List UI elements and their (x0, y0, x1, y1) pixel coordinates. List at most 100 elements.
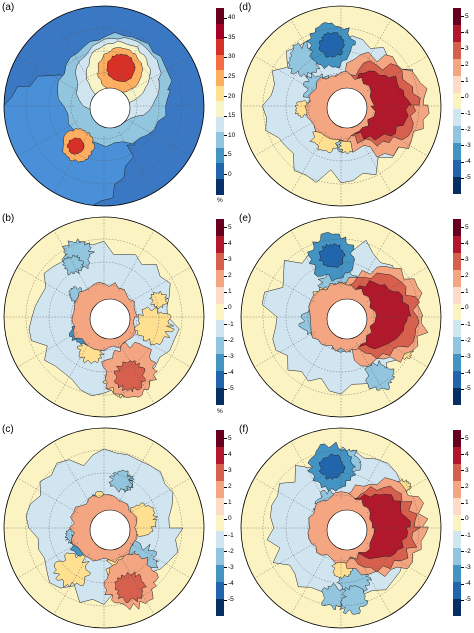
colorbar-segment (216, 252, 224, 271)
meridian-line (118, 441, 155, 503)
colorbar-tickmark (224, 438, 227, 440)
meridian-line (355, 19, 392, 81)
colorbar-tick-label: -4 (228, 580, 234, 588)
colorbar-tick-label: 5 (465, 12, 469, 20)
colorbar-tickmark (461, 48, 464, 50)
colorbar-segment (453, 337, 461, 355)
contour-region (52, 552, 92, 588)
colorbar-segment (453, 463, 461, 482)
colorbar-tick-label: -2 (465, 125, 471, 133)
colorbar-segment (453, 24, 461, 43)
colorbar-tick-label: 4 (465, 450, 469, 458)
colorbar (453, 430, 461, 617)
meridian-line (53, 342, 90, 404)
colorbar-segment (453, 430, 461, 448)
colorbar-segment (453, 41, 461, 60)
colorbar-segment (453, 303, 461, 321)
panel-label: (e) (239, 213, 252, 224)
meridian-line (290, 131, 327, 193)
contour-region (364, 359, 395, 391)
colorbar-tick-label: 0 (228, 170, 232, 178)
colorbar-tick-label: -1 (465, 109, 471, 117)
colorbar-segment (216, 599, 224, 617)
polar-map (240, 216, 442, 418)
colorbar-segment (216, 320, 224, 338)
meridian-line (290, 441, 327, 503)
contour-region (61, 254, 84, 275)
polar-map (3, 427, 205, 629)
colorbar-tick-label: 25 (228, 73, 236, 81)
colorbar (453, 8, 461, 195)
colorbar-tick-label: 0 (228, 515, 232, 523)
colorbar-segment (216, 101, 224, 117)
meridian-line (355, 131, 392, 193)
colorbar-tickmark (224, 275, 227, 277)
colorbar-segment (216, 582, 224, 600)
colorbar-segment (216, 565, 224, 583)
meridian-line (17, 477, 79, 514)
colorbar-tick-label: -4 (228, 369, 234, 377)
colorbar-segment (453, 388, 461, 406)
meridian-line (129, 331, 191, 368)
colorbar-segment (453, 371, 461, 389)
pole-mask (89, 87, 131, 129)
colorbar-tick-label: -3 (228, 352, 234, 360)
colorbar-tickmark (461, 96, 464, 98)
panel-label: (b) (2, 213, 15, 224)
colorbar-segment (453, 109, 461, 127)
colorbar-tickmark (224, 551, 227, 553)
colorbar-tickmark (224, 291, 227, 293)
map-outline (3, 216, 205, 418)
colorbar-tick-label: -4 (465, 580, 471, 588)
meridian-line (53, 553, 90, 615)
colorbar (216, 430, 224, 617)
colorbar-tickmark (224, 324, 227, 326)
colorbar-segment (453, 286, 461, 305)
colorbar-segment (216, 548, 224, 566)
colorbar-tick-label: -4 (465, 158, 471, 166)
colorbar-tick-label: 5 (228, 151, 232, 159)
colorbar-tick-label: 5 (465, 223, 469, 231)
pole-mask (89, 509, 131, 551)
colorbar-tick-label: 2 (465, 61, 469, 69)
colorbar-tickmark (224, 518, 227, 520)
meridian-line (366, 542, 428, 579)
colorbar-segment (216, 269, 224, 288)
colorbar-segment (453, 8, 461, 26)
colorbar-tick-label: 30 (228, 53, 236, 61)
colorbar-segment (216, 446, 224, 465)
colorbar-tickmark (224, 356, 227, 358)
panel-label: (a) (2, 2, 15, 13)
colorbar-tick-label: -1 (228, 531, 234, 539)
colorbar-tick-label: 15 (228, 112, 236, 120)
meridian-line (118, 131, 155, 193)
colorbar-tick-label: 20 (228, 92, 236, 100)
meridian-line (129, 477, 191, 514)
colorbar-tickmark (461, 129, 464, 131)
colorbar-segment (453, 269, 461, 288)
colorbar-tickmark (461, 291, 464, 293)
polar-map (240, 427, 442, 629)
colorbar-segment (216, 70, 224, 86)
panel-f: (f) 5 4 3 2 1 0 -1 -2 -3 -4 -5 (237, 422, 474, 633)
colorbar-tickmark (461, 356, 464, 358)
colorbar-tick-label: 5 (228, 434, 232, 442)
colorbar-tick-label: -3 (465, 352, 471, 360)
colorbar-segment (453, 235, 461, 254)
colorbar-tick-label: 3 (465, 44, 469, 52)
meridian-line (254, 331, 316, 368)
colorbar-segment (216, 163, 224, 179)
colorbar-segment (453, 565, 461, 583)
panel-e: (e) 5 4 3 2 1 0 -1 -2 -3 -4 -5 (237, 211, 474, 422)
colorbar-tickmark (461, 307, 464, 309)
meridian-line (366, 331, 428, 368)
colorbar-tickmark (224, 115, 227, 117)
map-outline (240, 5, 442, 207)
colorbar-segment (216, 354, 224, 372)
colorbar-tickmark (461, 80, 464, 82)
meridian-line (118, 342, 155, 404)
colorbar-tickmark (461, 372, 464, 374)
polar-map (3, 5, 205, 207)
meridian-line (355, 342, 392, 404)
colorbar-tick-label: -1 (465, 320, 471, 328)
